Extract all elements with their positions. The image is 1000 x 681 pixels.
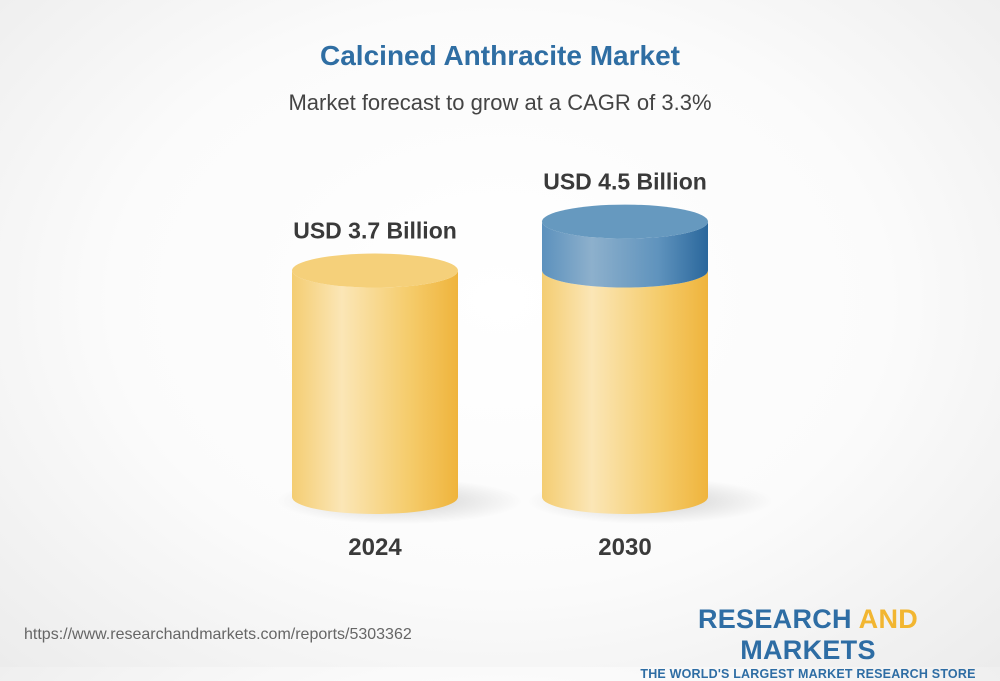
category-label: 2030: [598, 534, 651, 561]
data-label: USD 4.5 Billion: [543, 169, 707, 195]
cylinder-body-2030: [542, 270, 708, 514]
cylinder-chart: USD 3.7 Billion 2024 USD 4.5 Billion 2030: [277, 169, 773, 561]
logo-text-and: AND: [858, 604, 919, 634]
cylinder-growth-2030: [542, 221, 708, 288]
cylinder-body-2024: [292, 270, 458, 514]
data-label: USD 3.7 Billion: [293, 218, 457, 244]
cylinder-top-2030: [542, 204, 708, 239]
chart-subtitle: Market forecast to grow at a CAGR of 3.3…: [288, 90, 712, 115]
chart-title: Calcined Anthracite Market: [320, 40, 680, 71]
logo-text-research: RESEARCH: [697, 604, 859, 634]
research-and-markets-logo: RESEARCH AND MARKETS THE WORLD'S LARGEST…: [640, 604, 976, 681]
logo-text-markets: MARKETS: [740, 635, 876, 665]
report-url[interactable]: https://www.researchandmarkets.com/repor…: [24, 626, 412, 643]
cylinder-top-2024: [292, 253, 458, 288]
logo-tagline: THE WORLD'S LARGEST MARKET RESEARCH STOR…: [640, 667, 976, 681]
category-label: 2024: [348, 534, 402, 561]
